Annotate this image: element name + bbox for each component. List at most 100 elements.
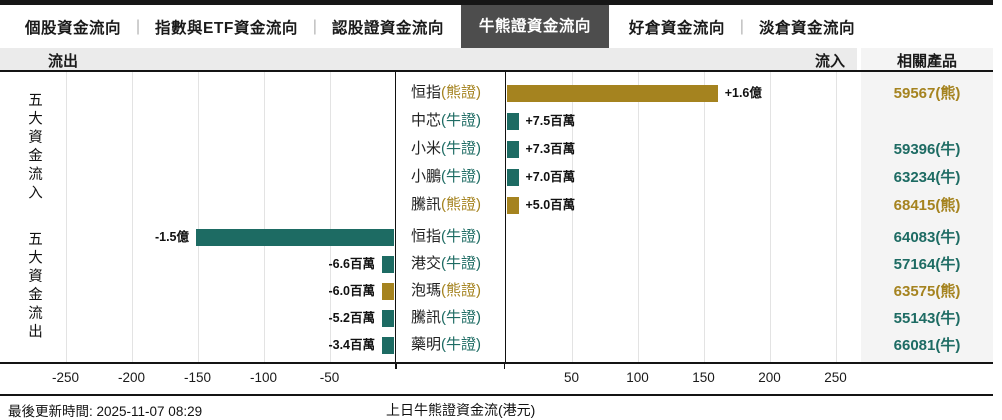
top-black-bar	[0, 0, 993, 5]
gridline	[197, 72, 199, 362]
flow-bar-恒指(熊證)	[506, 84, 718, 102]
related-product-code[interactable]: 57164(牛)	[893, 255, 961, 273]
flow-value-label: +1.6億	[724, 85, 762, 100]
axis-tick-label: 200	[758, 370, 781, 385]
flow-value-label: +7.5百萬	[525, 113, 576, 128]
cert-type-label: (熊證)	[441, 196, 482, 213]
related-product-code[interactable]: 64083(牛)	[893, 228, 961, 246]
stock-name: 港交	[411, 255, 442, 272]
cert-type-label: (熊證)	[441, 282, 482, 299]
tab-separator: |	[312, 17, 317, 35]
row-label-中芯: 中芯(牛證)	[411, 111, 481, 131]
flow-bar-小米(牛證)	[506, 140, 519, 158]
row-label-小米: 小米(牛證)	[411, 139, 481, 159]
zero-axis-tick-right	[503, 362, 506, 369]
flow-value-label: -6.0百萬	[328, 283, 375, 298]
cert-type-label: (牛證)	[441, 309, 482, 326]
gridline	[131, 72, 133, 362]
axis-tick-label: -50	[319, 370, 340, 385]
row-label-恒指: 恒指(熊證)	[411, 83, 481, 103]
cert-type-label: (牛證)	[441, 255, 482, 272]
cert-type-label: (牛證)	[441, 168, 482, 185]
related-product-code[interactable]: 66081(牛)	[893, 336, 961, 354]
footer-divider	[0, 394, 993, 396]
row-label-騰訊: 騰訊(熊證)	[411, 195, 481, 215]
axis-tick-label: 250	[824, 370, 847, 385]
related-product-code[interactable]: 59567(熊)	[893, 84, 961, 102]
tab-separator: |	[739, 17, 744, 35]
gridline	[263, 72, 265, 362]
related-products-header: 相關產品	[896, 53, 957, 70]
flow-bar-泡瑪(熊證)	[382, 282, 394, 300]
flow-bar-騰訊(牛證)	[382, 309, 394, 327]
axis-tick-label: 150	[692, 370, 715, 385]
group-label-top-inflows: 五大資金流入	[26, 92, 42, 203]
tab-4[interactable]: 好倉資金流向	[628, 19, 725, 37]
flow-value-label: +7.0百萬	[525, 169, 576, 184]
related-product-code[interactable]: 55143(牛)	[893, 309, 961, 327]
tab-1[interactable]: 指數與ETF資金流向	[155, 19, 298, 37]
axis-tick-label: -150	[183, 370, 212, 385]
zero-axis-tick-left	[395, 362, 397, 369]
stock-name: 泡瑪	[411, 282, 442, 299]
tab-separator: |	[136, 17, 141, 35]
stock-name: 恒指	[411, 84, 442, 101]
cert-type-label: (熊證)	[441, 84, 482, 101]
row-label-小鵬: 小鵬(牛證)	[411, 167, 481, 187]
flow-bar-小鵬(牛證)	[506, 168, 519, 186]
flow-bar-中芯(牛證)	[506, 112, 519, 130]
related-product-code[interactable]: 63575(熊)	[893, 282, 961, 300]
tab-bar: 個股資金流向 | 指數與ETF資金流向 | 認股證資金流向 牛熊證資金流向 好倉資金流向 | 淡…	[0, 5, 993, 48]
chart-top-border	[0, 70, 993, 73]
chart-caption: 上日牛熊證資金流(港元)	[386, 402, 536, 418]
stock-name: 騰訊	[411, 196, 442, 213]
flow-bar-藥明(牛證)	[382, 336, 394, 354]
cert-type-label: (牛證)	[441, 228, 482, 245]
last-updated-timestamp: 最後更新時間: 2025-11-07 08:29	[8, 404, 203, 419]
gridline	[571, 72, 573, 362]
inflow-header: 流入	[814, 53, 845, 70]
tab-5[interactable]: 淡倉資金流向	[758, 19, 855, 37]
flow-bar-騰訊(熊證)	[506, 196, 519, 214]
cert-type-label: (牛證)	[441, 140, 482, 157]
related-product-code[interactable]: 59396(牛)	[893, 140, 961, 158]
axis-tick-label: -100	[249, 370, 278, 385]
gridline	[329, 72, 331, 362]
stock-name: 小米	[411, 140, 442, 157]
row-label-港交: 港交(牛證)	[411, 254, 481, 274]
flow-value-label: -5.2百萬	[328, 310, 375, 325]
flow-value-label: -3.4百萬	[328, 337, 375, 352]
axis-tick-label: -200	[117, 370, 146, 385]
flow-value-label: -1.5億	[154, 229, 189, 244]
axis-tick-label: 100	[626, 370, 649, 385]
flow-bar-恒指(牛證)	[196, 228, 394, 246]
cert-type-label: (牛證)	[441, 336, 482, 353]
flow-bar-港交(牛證)	[382, 255, 394, 273]
gridline	[769, 72, 771, 362]
flow-value-label: -6.6百萬	[328, 256, 375, 271]
tab-0[interactable]: 個股資金流向	[25, 19, 122, 37]
stock-name: 騰訊	[411, 309, 442, 326]
tab-active-3[interactable]: 牛熊證資金流向	[460, 5, 609, 48]
axis-tick-label: -250	[51, 370, 80, 385]
stock-name: 恒指	[411, 228, 442, 245]
row-label-恒指: 恒指(牛證)	[411, 227, 481, 247]
flow-value-label: +7.3百萬	[525, 141, 576, 156]
stock-name: 藥明	[411, 336, 442, 353]
gridline	[65, 72, 67, 362]
group-label-bottom-outflows: 五大資金流出	[26, 231, 42, 342]
gridline	[835, 72, 837, 362]
related-product-code[interactable]: 68415(熊)	[893, 196, 961, 214]
gridline	[703, 72, 705, 362]
row-label-藥明: 藥明(牛證)	[411, 335, 481, 355]
outflow-header: 流出	[48, 53, 79, 70]
related-product-code[interactable]: 63234(牛)	[893, 168, 961, 186]
gridline	[637, 72, 639, 362]
chart-bottom-border	[0, 362, 993, 365]
cert-type-label: (牛證)	[441, 112, 482, 129]
chart-center-label-column	[395, 72, 506, 362]
row-label-泡瑪: 泡瑪(熊證)	[411, 281, 481, 301]
stock-name: 小鵬	[411, 168, 442, 185]
chart-header-strip	[0, 48, 857, 71]
tab-2[interactable]: 認股證資金流向	[331, 19, 444, 37]
